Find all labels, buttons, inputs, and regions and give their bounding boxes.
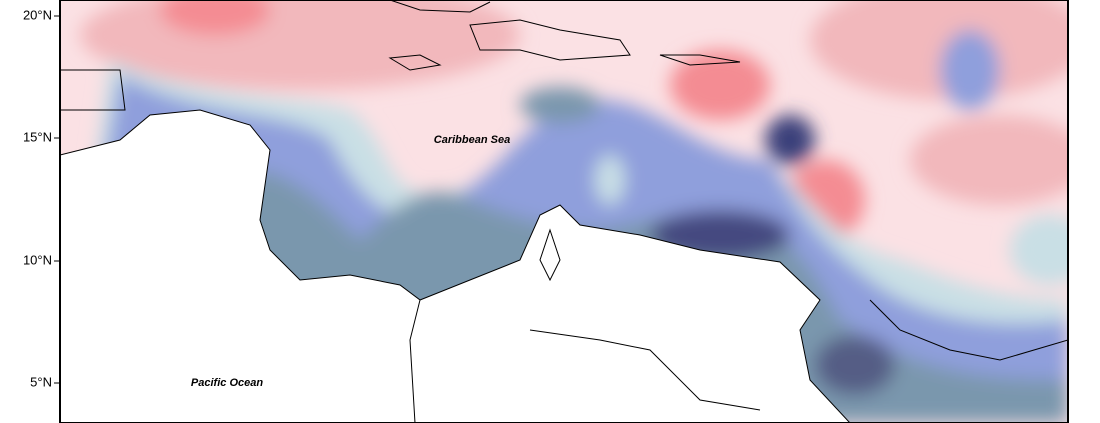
lat-label: 15°N: [23, 129, 52, 144]
lat-label: 5°N: [30, 374, 52, 389]
lat-label: 10°N: [23, 252, 52, 267]
place-label: Pacific Ocean: [191, 377, 263, 389]
map-frame: [59, 0, 1069, 423]
anomaly-field: [60, 0, 1068, 423]
lat-label: 20°N: [23, 7, 52, 22]
place-label: Caribbean Sea: [434, 134, 510, 146]
